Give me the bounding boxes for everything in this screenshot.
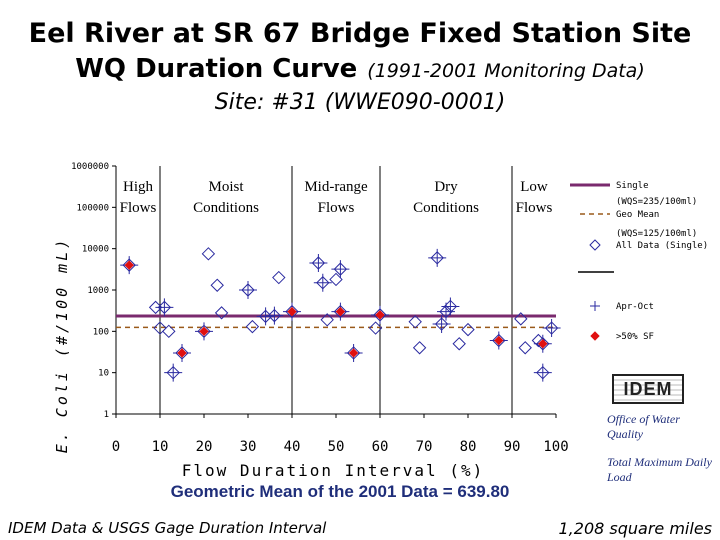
drainage-area-text: 1,208 square miles: [558, 519, 713, 538]
data-point-all: [518, 341, 532, 355]
data-point-all: [214, 306, 229, 320]
data-point-all: [148, 300, 163, 315]
data-point-all: [461, 322, 475, 337]
x-tick-label: 20: [196, 439, 213, 455]
zone-label: Low Flows: [516, 179, 553, 216]
legend-all-data-swatch: [589, 239, 601, 251]
zone-label: Moist Conditions: [193, 179, 259, 216]
x-tick-label: 60: [372, 439, 389, 455]
y-tick-label: 100: [93, 327, 109, 337]
data-point-all: [210, 278, 224, 292]
data-point-apr-oct: [441, 297, 460, 316]
data-point-apr-oct: [428, 248, 447, 267]
data-point-apr-oct: [309, 254, 328, 273]
data-point-sf50: [348, 348, 359, 358]
data-point-all: [408, 315, 422, 329]
y-tick-label: 10000: [82, 245, 109, 255]
x-tick-label: 80: [460, 439, 477, 455]
data-point-apr-oct: [256, 307, 275, 326]
data-point-sf50: [287, 306, 297, 317]
y-tick-label: 1: [104, 410, 109, 420]
zone-label: Dry Conditions: [413, 179, 479, 216]
idem-logo: IDEM: [612, 374, 684, 404]
data-point-all: [320, 313, 334, 327]
x-tick-label: 40: [284, 439, 301, 455]
data-point-all: [153, 321, 167, 335]
chart-subtitle-period: (1991-2001 Monitoring Data): [367, 60, 645, 82]
legend-sf50-label: >50% SF: [616, 332, 654, 342]
zone-label: Mid-range Flows: [304, 179, 368, 216]
data-point-sf50: [335, 306, 346, 317]
data-point-all: [162, 324, 176, 339]
zone-label: High Flows: [120, 179, 157, 216]
data-point-apr-oct: [313, 273, 332, 292]
data-point-apr-oct: [239, 281, 257, 299]
chart-title: Eel River at SR 67 Bridge Fixed Station …: [28, 18, 692, 49]
data-point-sf50: [494, 335, 504, 346]
office-note: Office of Water Quality: [607, 412, 680, 441]
legend-geomean-wqs: (WQS=125/100ml): [616, 229, 697, 239]
data-point-all: [368, 321, 383, 335]
data-point-sf50: [199, 326, 209, 337]
data-point-all: [245, 319, 260, 334]
data-point-all: [452, 337, 466, 351]
data-point-sf50: [538, 339, 548, 349]
chart-subtitle-main: WQ Duration Curve: [75, 54, 358, 84]
legend-single-label: Single: [616, 181, 649, 191]
y-tick-label: 1000: [87, 286, 109, 296]
data-point-all: [412, 341, 427, 355]
data-point-apr-oct: [533, 363, 552, 382]
data-point-sf50: [375, 310, 385, 320]
data-point-all: [272, 270, 286, 285]
geo-mean-text: Geometric Mean of the 2001 Data = 639.80: [170, 482, 510, 501]
legend-apr-oct-swatch: [590, 301, 600, 311]
y-axis-label: E. Coli (#/100 mL): [53, 237, 71, 454]
x-tick-label: 30: [240, 439, 257, 455]
data-point-apr-oct: [164, 363, 183, 382]
x-tick-label: 90: [504, 439, 521, 455]
legend-geomean-label: Geo Mean: [616, 210, 659, 220]
data-point-all: [201, 247, 216, 261]
site-title: Site: #31 (WWE090-0001): [214, 90, 506, 115]
legend-apr-oct-label: Apr-Oct: [616, 302, 654, 312]
x-tick-label: 100: [543, 439, 568, 455]
legend-single-wqs: (WQS=235/100ml): [616, 197, 697, 207]
legend-sf50-swatch: [590, 331, 600, 341]
x-tick-label: 70: [416, 439, 433, 455]
data-point-sf50: [124, 260, 134, 270]
data-point-sf50: [177, 348, 187, 358]
data-source-text: IDEM Data & USGS Gage Duration Interval: [8, 519, 327, 537]
x-axis-label: Flow Duration Interval (%): [182, 461, 484, 480]
tmdl-note: Total Maximum Daily Load: [607, 455, 712, 484]
y-tick-label: 100000: [76, 203, 109, 213]
legend-all-data-label: All Data (Single): [616, 241, 708, 251]
data-point-apr-oct: [331, 260, 350, 279]
data-point-apr-oct: [542, 319, 561, 338]
data-point-all: [514, 312, 528, 326]
data-point-apr-oct: [432, 315, 451, 334]
x-tick-label: 50: [328, 439, 345, 455]
x-tick-label: 0: [112, 439, 120, 455]
data-point-apr-oct: [155, 298, 174, 317]
chart-subtitle: WQ Duration Curve (1991-2001 Monitoring D…: [0, 54, 720, 84]
data-point-apr-oct: [265, 306, 284, 325]
y-tick-label: 1000000: [71, 162, 109, 172]
data-point-apr-oct: [437, 302, 455, 321]
y-tick-label: 10: [98, 369, 109, 379]
x-tick-label: 10: [152, 439, 169, 455]
